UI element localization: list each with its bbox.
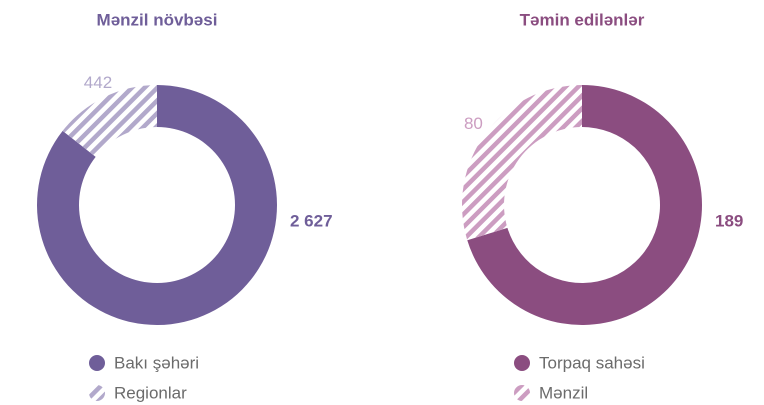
legend-label: Regionlar: [114, 383, 187, 402]
legend-marker: [89, 385, 105, 401]
legend-marker: [89, 355, 105, 371]
value-label: 80: [464, 114, 483, 133]
legend-label: Mənzil: [539, 383, 588, 402]
chart-title: Təmin edilənlər: [520, 10, 645, 29]
legend-label: Torpaq sahəsi: [539, 353, 645, 372]
legend-marker: [514, 355, 530, 371]
value-label: 442: [84, 73, 112, 92]
donut-segment: [62, 85, 157, 157]
donut-segment: [467, 85, 702, 325]
value-label: 189: [715, 211, 743, 230]
legend-label: Bakı şəhəri: [114, 353, 199, 372]
chart-title: Mənzil növbəsi: [97, 10, 218, 29]
value-label: 2 627: [290, 211, 333, 230]
donut-segment: [462, 85, 582, 241]
donut-segment: [36, 85, 278, 325]
legend-marker: [514, 385, 530, 401]
